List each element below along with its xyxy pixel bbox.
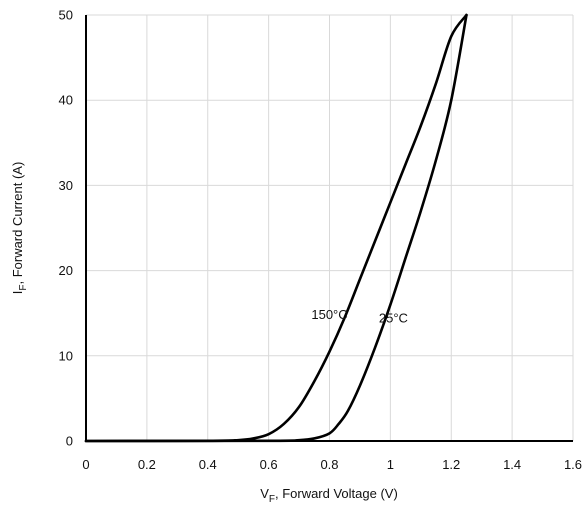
series-line-0 [84,13,468,443]
x-tick-label: 0.6 [260,457,278,472]
y-tick-label: 50 [59,8,73,23]
x-tick-label: 1.6 [564,457,582,472]
curve-label: 25°C [379,311,408,326]
x-tick-label: 0.8 [320,457,338,472]
series-line-1 [84,13,468,443]
x-tick-label: 1.2 [442,457,460,472]
x-tick-label: 1.4 [503,457,521,472]
y-tick-label: 40 [59,93,73,108]
x-axis-label: VF, Forward Voltage (V) [260,486,398,505]
y-tick-label: 20 [59,263,73,278]
tick-labels: 0 0.2 0.4 0.6 0.8 1 1.2 1.4 1.6 0 10 20 30 40 50 [59,8,583,473]
annotations: 150°C 25°C [311,307,408,325]
x-tick-label: 0 [82,457,89,472]
x-tick-label: 0.2 [138,457,156,472]
y-axis-label: IF, Forward Current (A) [10,162,29,295]
y-tick-label: 0 [66,434,73,449]
x-tick-label: 0.4 [199,457,217,472]
curves [84,13,468,443]
curve-label: 150°C [311,307,347,322]
y-tick-label: 10 [59,348,73,363]
x-tick-label: 1 [387,457,394,472]
y-tick-label: 30 [59,178,73,193]
grid [86,14,574,441]
